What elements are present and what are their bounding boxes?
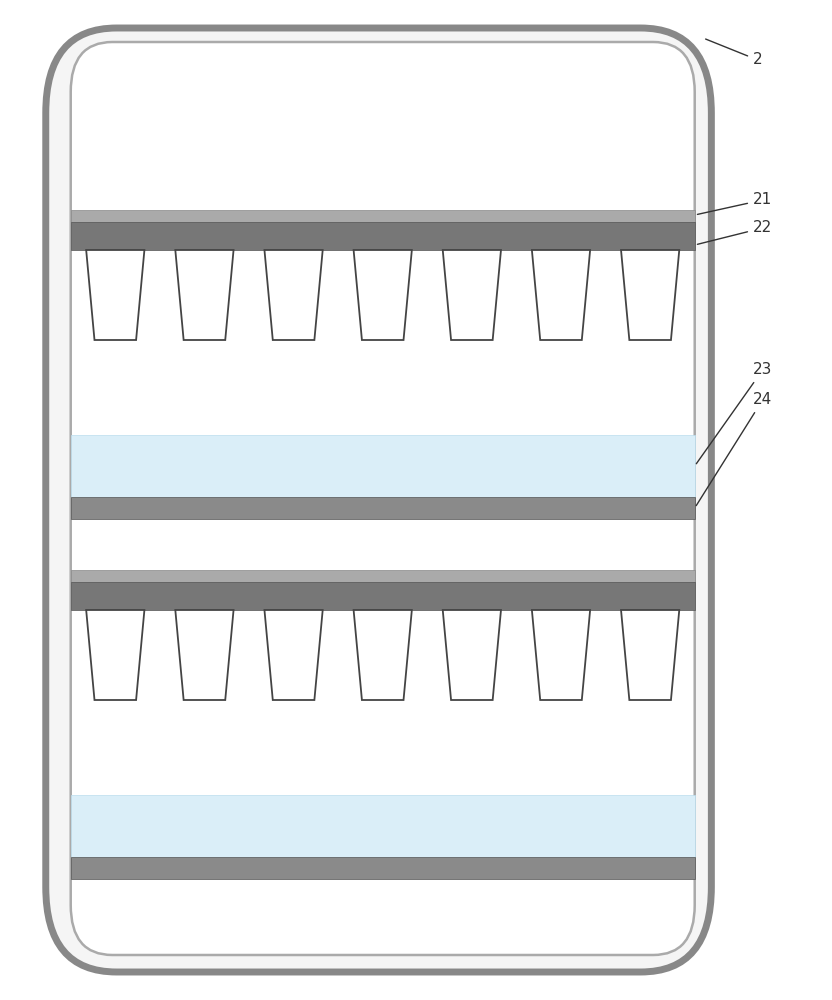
Bar <box>71 857 695 879</box>
Polygon shape <box>443 610 501 700</box>
Bar <box>71 582 695 610</box>
FancyBboxPatch shape <box>46 28 711 972</box>
Bar <box>71 570 695 582</box>
Text: 22: 22 <box>697 221 772 244</box>
Bar <box>71 222 695 250</box>
Polygon shape <box>354 610 412 700</box>
Bar <box>71 210 695 222</box>
Bar <box>71 497 695 519</box>
Polygon shape <box>87 610 145 700</box>
Bar <box>71 435 695 497</box>
Polygon shape <box>265 610 323 700</box>
Polygon shape <box>265 250 323 340</box>
Bar <box>71 795 695 857</box>
Polygon shape <box>621 250 679 340</box>
Polygon shape <box>176 250 234 340</box>
FancyBboxPatch shape <box>71 42 695 955</box>
Polygon shape <box>621 610 679 700</box>
Text: 2: 2 <box>706 39 763 68</box>
Polygon shape <box>87 250 145 340</box>
Polygon shape <box>176 610 234 700</box>
Polygon shape <box>532 250 590 340</box>
Text: 23: 23 <box>696 362 772 464</box>
Polygon shape <box>532 610 590 700</box>
Text: 24: 24 <box>696 392 772 506</box>
Polygon shape <box>354 250 412 340</box>
Polygon shape <box>443 250 501 340</box>
Text: 21: 21 <box>697 192 772 214</box>
